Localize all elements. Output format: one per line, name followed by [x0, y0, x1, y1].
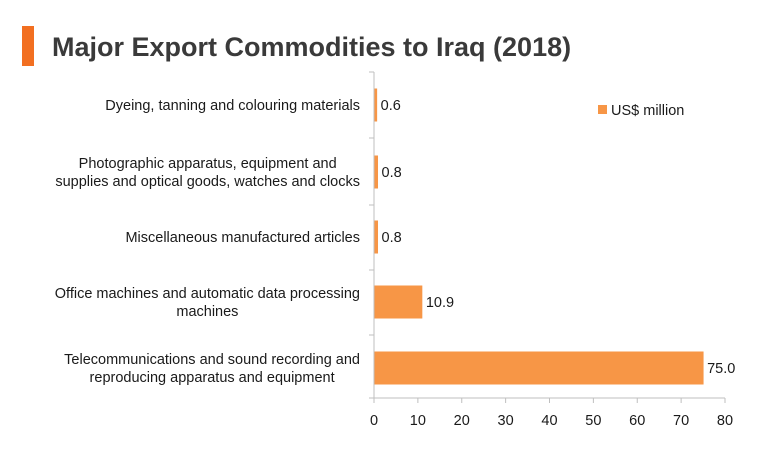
x-tick-label: 20	[454, 413, 470, 429]
data-label: 0.8	[382, 230, 402, 246]
data-label: 0.8	[382, 165, 402, 181]
x-tick-label: 30	[498, 413, 514, 429]
category-label: Miscellaneous manufactured articles	[125, 230, 360, 246]
bar	[374, 220, 379, 254]
legend-swatch	[598, 105, 607, 114]
data-label: 0.6	[381, 98, 401, 114]
data-label: 10.9	[426, 295, 454, 311]
category-label: Dyeing, tanning and colouring materials	[105, 98, 360, 114]
category-label: Telecommunications and sound recording a…	[64, 352, 360, 386]
x-tick-label: 40	[541, 413, 557, 429]
legend-label: US$ million	[611, 103, 684, 119]
bar	[374, 351, 704, 385]
x-tick-label: 0	[370, 413, 378, 429]
title-accent-bar	[22, 26, 34, 66]
x-tick-label: 80	[717, 413, 733, 429]
x-tick-label: 70	[673, 413, 689, 429]
bar	[374, 155, 379, 189]
x-tick-label: 50	[585, 413, 601, 429]
x-tick-label: 60	[629, 413, 645, 429]
data-label: 75.0	[707, 361, 735, 377]
chart-title: Major Export Commodities to Iraq (2018)	[52, 32, 572, 62]
category-label: Office machines and automatic data proce…	[55, 286, 360, 320]
bar	[374, 88, 378, 122]
x-tick-label: 10	[410, 413, 426, 429]
category-label: Photographic apparatus, equipment and sup…	[55, 156, 360, 190]
bar	[374, 285, 423, 319]
